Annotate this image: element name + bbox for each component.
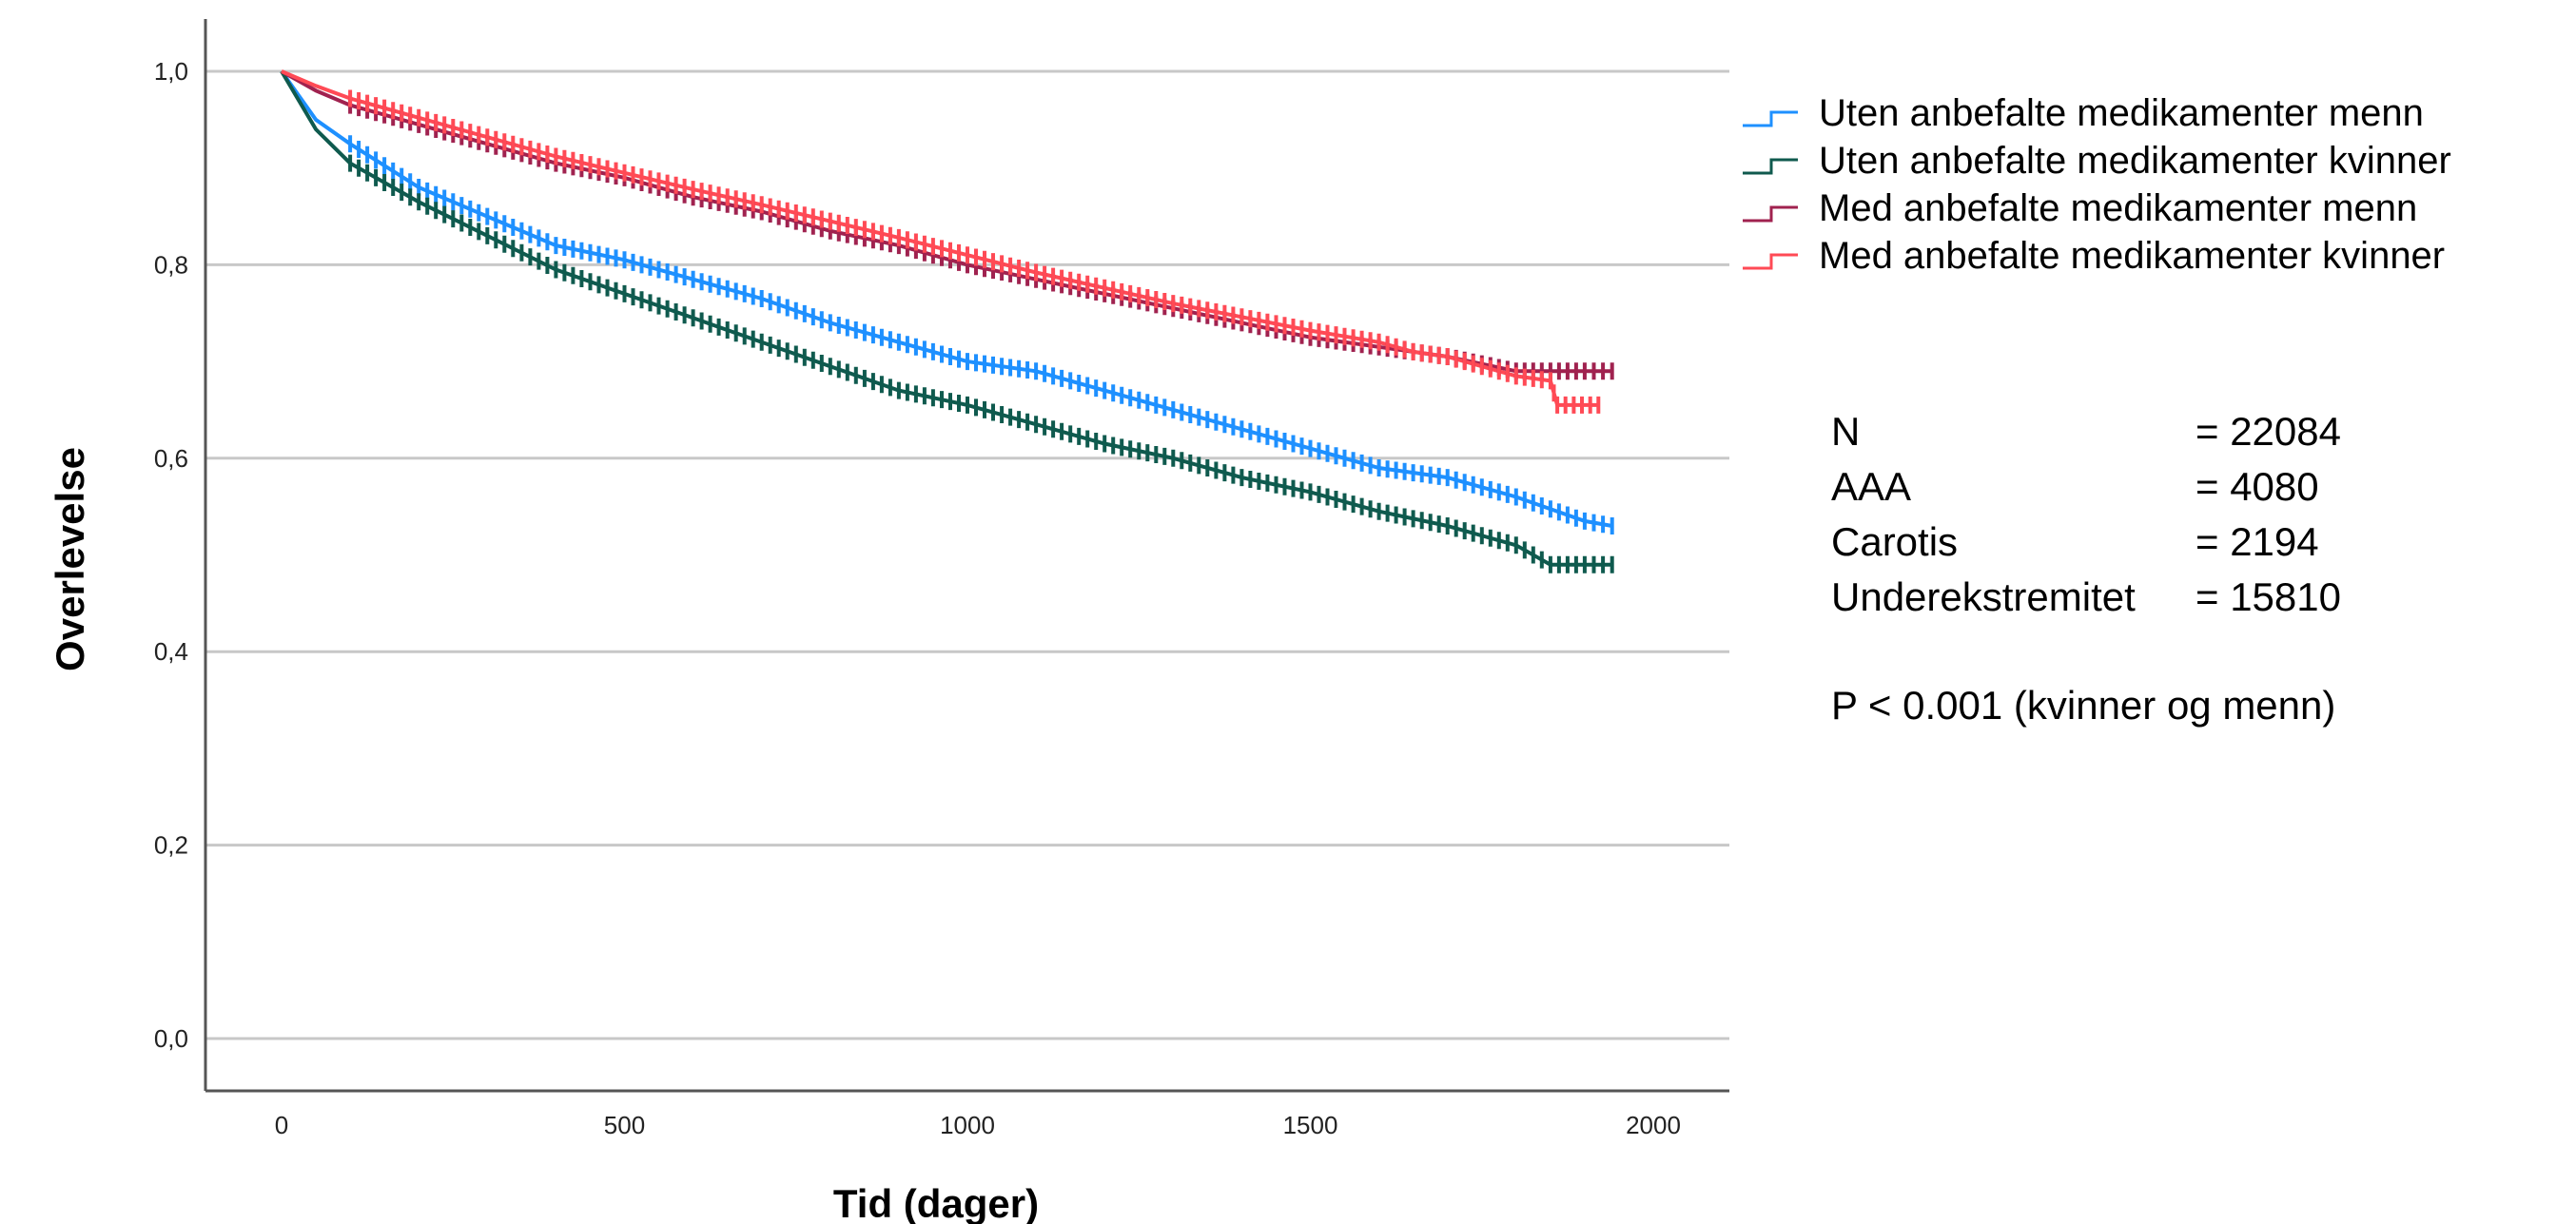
- y-axis-title: Overlevelse: [48, 447, 92, 671]
- legend-swatch: [1743, 158, 1798, 175]
- series-line-2: [280, 69, 1612, 567]
- p-value-text: P < 0.001 (kvinner og menn): [1831, 683, 2335, 728]
- x-axis-title: Tid (dager): [833, 1181, 1039, 1224]
- stats-block: N = 22084 AAA = 4080 Carotis = 2194 Underekstr…: [1831, 409, 2341, 619]
- stats-label: AAA: [1831, 464, 1911, 509]
- legend-label: Med anbefalte medikamenter menn: [1819, 187, 2417, 229]
- stats-value: = 2194: [2195, 519, 2319, 564]
- x-tick-label: 2000: [1626, 1111, 1681, 1139]
- y-tick-label: 1,0: [154, 57, 188, 86]
- y-tick-label: 0,2: [154, 831, 188, 860]
- y-tick-label: 0,0: [154, 1024, 188, 1053]
- series-lines: [280, 69, 1613, 567]
- legend-swatch: [1743, 110, 1798, 127]
- stats-label: Underekstremitet: [1831, 574, 2136, 619]
- legend: Uten anbefalte medikamenter menn Uten anb…: [1743, 92, 2451, 277]
- stats-value: = 15810: [2195, 574, 2341, 619]
- x-tick-label: 500: [604, 1111, 645, 1139]
- x-tick-label: 1500: [1283, 1111, 1338, 1139]
- censor-ticks-2: [348, 154, 1614, 573]
- series-line-3: [281, 69, 1612, 374]
- censor-ticks-4: [348, 89, 1601, 414]
- y-tick-label: 0,4: [154, 637, 188, 666]
- axes: [204, 19, 1729, 1093]
- x-ticks: 0 500 1000 1500 2000: [275, 1111, 1681, 1139]
- x-tick-label: 1000: [940, 1111, 995, 1139]
- censor-marks: [348, 89, 1614, 573]
- stats-label: Carotis: [1831, 519, 1958, 564]
- stats-value: = 22084: [2195, 409, 2341, 454]
- stats-label: N: [1831, 409, 1860, 454]
- censor-ticks-1: [348, 135, 1614, 534]
- y-tick-label: 0,6: [154, 444, 188, 473]
- legend-label: Med anbefalte medikamenter kvinner: [1819, 235, 2445, 277]
- x-tick-label: 0: [275, 1111, 288, 1139]
- legend-swatch: [1743, 205, 1798, 223]
- legend-label: Uten anbefalte medikamenter menn: [1819, 92, 2424, 134]
- y-ticks: 0,0 0,2 0,4 0,6 0,8 1,0: [154, 57, 188, 1053]
- stats-value: = 4080: [2195, 464, 2319, 509]
- legend-swatch: [1743, 253, 1798, 270]
- legend-label: Uten anbefalte medikamenter kvinner: [1819, 140, 2451, 182]
- y-tick-label: 0,8: [154, 250, 188, 279]
